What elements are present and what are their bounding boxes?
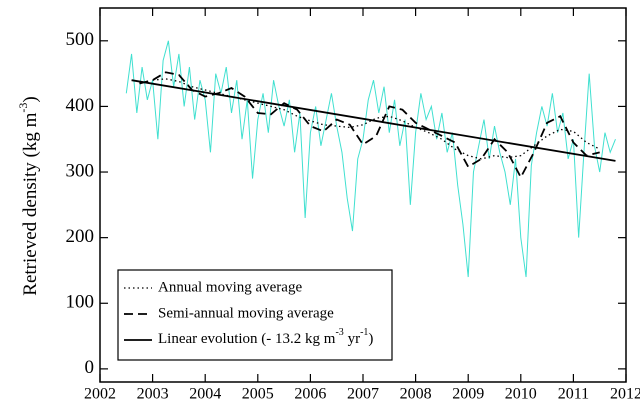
series-line (125, 40, 616, 278)
x-tick-label: 2012 (610, 386, 640, 403)
y-label-sup: -3 (16, 103, 30, 113)
y-axis-label: Retrieved density (kg m-3) (16, 96, 42, 295)
legend-label: Semi-annual moving average (158, 305, 334, 321)
legend-sup: -3 (335, 327, 343, 338)
x-tick-label: 2011 (558, 386, 589, 403)
x-tick-label: 2006 (294, 386, 326, 403)
y-label-text: Retrieved density (kg m (20, 112, 41, 295)
x-tick-label: 2003 (137, 386, 169, 403)
x-tick-label: 2010 (505, 386, 537, 403)
y-tick-label: 500 (66, 29, 95, 50)
y-tick-label: 300 (66, 160, 95, 181)
x-tick-label: 2005 (242, 386, 274, 403)
legend-text: ) (368, 331, 373, 347)
y-tick-label: 100 (66, 292, 95, 313)
x-tick-label: 2007 (347, 386, 379, 403)
legend-label: Annual moving average (158, 279, 302, 295)
y-label-text: ) (20, 96, 41, 102)
x-tick-label: 2008 (400, 386, 432, 403)
legend-sup: -1 (360, 327, 368, 338)
legend-label: Linear evolution (- 13.2 kg m-3 yr-1) (158, 327, 373, 347)
y-tick-label: 0 (85, 357, 95, 378)
legend-text: Linear evolution (- 13.2 kg m (158, 331, 336, 347)
legend-text: yr (344, 331, 360, 347)
x-tick-label: 2004 (189, 386, 221, 403)
series-line (131, 79, 616, 162)
y-tick-label: 400 (66, 95, 95, 116)
x-tick-label: 2002 (84, 386, 116, 403)
legend-box (117, 269, 393, 361)
x-tick-label: 2009 (452, 386, 484, 403)
y-tick-label: 200 (66, 226, 95, 247)
series-line (139, 71, 600, 180)
